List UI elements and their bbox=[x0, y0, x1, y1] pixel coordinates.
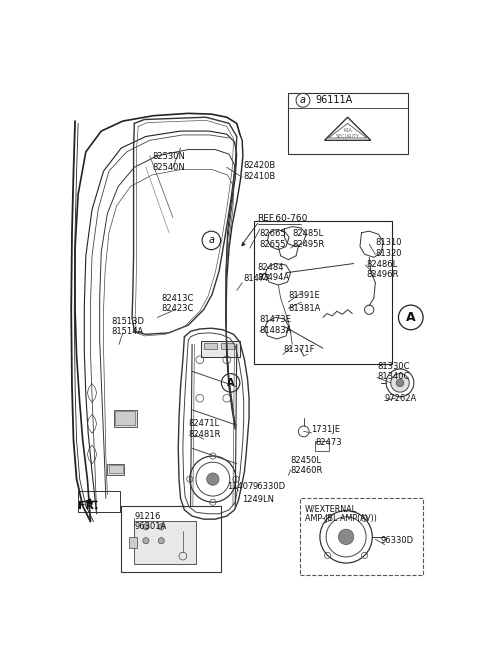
Bar bbox=[201, 340, 240, 358]
Text: 82486L
82496R: 82486L 82496R bbox=[366, 260, 398, 279]
Bar bbox=[204, 343, 217, 349]
Text: A: A bbox=[227, 378, 234, 388]
Bar bbox=[129, 537, 137, 548]
Circle shape bbox=[396, 379, 404, 387]
Text: SECURITY: SECURITY bbox=[336, 134, 360, 139]
Circle shape bbox=[143, 538, 149, 544]
Circle shape bbox=[338, 529, 354, 544]
Text: FR.: FR. bbox=[78, 501, 99, 511]
Text: a: a bbox=[300, 95, 306, 105]
Circle shape bbox=[158, 538, 164, 544]
Circle shape bbox=[398, 305, 423, 330]
Bar bbox=[134, 522, 196, 564]
Circle shape bbox=[296, 93, 310, 107]
Text: 82471L
82481R: 82471L 82481R bbox=[188, 419, 221, 439]
Text: 82473: 82473 bbox=[315, 438, 342, 447]
Text: 81477: 81477 bbox=[243, 274, 270, 283]
Bar bbox=[300, 499, 423, 575]
Text: 82420B
82410B: 82420B 82410B bbox=[243, 161, 275, 181]
Text: 81310
81320: 81310 81320 bbox=[375, 238, 402, 258]
Text: 82485L
82495R: 82485L 82495R bbox=[292, 229, 324, 249]
Text: 81513D
81514A: 81513D 81514A bbox=[111, 317, 144, 337]
Bar bbox=[221, 343, 234, 349]
Text: 82665
82655: 82665 82655 bbox=[260, 229, 287, 249]
Bar bbox=[121, 506, 221, 571]
Text: 91216
96301A: 91216 96301A bbox=[134, 512, 167, 531]
Text: 81381A: 81381A bbox=[288, 304, 321, 313]
Text: 96330D: 96330D bbox=[381, 536, 414, 545]
Text: 1731JE: 1731JE bbox=[312, 424, 340, 434]
Text: 82450L
82460R: 82450L 82460R bbox=[291, 455, 323, 475]
Bar bbox=[108, 464, 124, 474]
Text: A: A bbox=[406, 311, 416, 324]
Circle shape bbox=[143, 523, 149, 530]
Text: W/EXTERNAL
AMP-JBL AMP(AV)): W/EXTERNAL AMP-JBL AMP(AV)) bbox=[304, 504, 376, 523]
Bar bbox=[109, 465, 123, 473]
Bar bbox=[114, 410, 137, 427]
Text: 81473E
81483A: 81473E 81483A bbox=[260, 316, 292, 335]
Text: 96111A: 96111A bbox=[315, 95, 352, 105]
Bar bbox=[254, 221, 392, 363]
Text: 96330D: 96330D bbox=[252, 482, 285, 491]
Text: 81371F: 81371F bbox=[283, 345, 314, 354]
Text: REF.60-760: REF.60-760 bbox=[258, 215, 308, 223]
Text: a: a bbox=[208, 236, 215, 245]
Circle shape bbox=[158, 523, 164, 530]
Circle shape bbox=[221, 374, 240, 392]
Text: 82413C
82423C: 82413C 82423C bbox=[161, 294, 193, 314]
Text: KIA: KIA bbox=[343, 128, 352, 133]
Text: 81391E: 81391E bbox=[288, 291, 320, 300]
Circle shape bbox=[391, 374, 409, 392]
Circle shape bbox=[207, 473, 219, 485]
Text: 97262A: 97262A bbox=[384, 394, 417, 403]
Bar bbox=[288, 92, 408, 154]
Bar bbox=[115, 411, 135, 425]
Text: 82484
82494A: 82484 82494A bbox=[258, 263, 289, 283]
Text: 82530N
82540N: 82530N 82540N bbox=[152, 152, 185, 172]
Bar bbox=[315, 441, 329, 451]
Text: 11407: 11407 bbox=[227, 482, 253, 491]
Bar bbox=[78, 491, 120, 512]
Text: 1249LN: 1249LN bbox=[242, 495, 274, 504]
Circle shape bbox=[202, 231, 221, 250]
Text: 81330C
81340C: 81330C 81340C bbox=[377, 361, 409, 381]
